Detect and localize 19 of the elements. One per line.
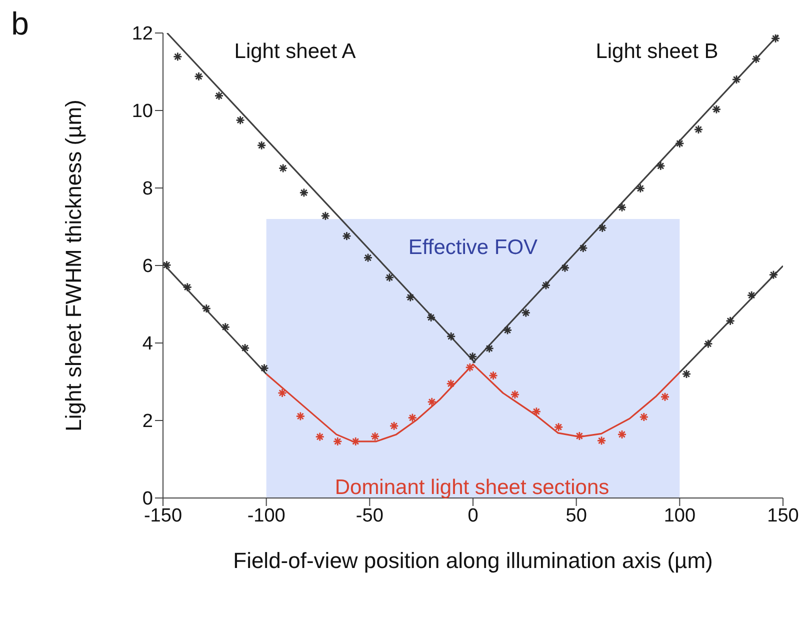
y-tick-label: 6 bbox=[142, 256, 153, 278]
annotation: Light sheet B bbox=[596, 40, 718, 64]
x-tick-label: -100 bbox=[247, 505, 286, 526]
x-tick-label: 50 bbox=[566, 505, 587, 526]
x-axis-title: Field-of-view position along illumination axis (µm) bbox=[233, 548, 713, 573]
x-tick-label: 0 bbox=[468, 505, 478, 526]
annotation: Dominant light sheet sections bbox=[334, 476, 610, 500]
y-tick-label: 12 bbox=[132, 24, 153, 45]
y-tick-label: 8 bbox=[142, 178, 153, 200]
y-tick-label: 2 bbox=[142, 411, 153, 432]
band-label: Effective FOV bbox=[408, 236, 538, 259]
y-axis-title: Light sheet FWHM thickness (µm) bbox=[60, 100, 86, 432]
y-tick-label: 10 bbox=[132, 101, 153, 122]
x-tick-label: 100 bbox=[664, 505, 696, 526]
annotation: Light sheet A bbox=[234, 40, 356, 64]
x-tick-label: 150 bbox=[767, 505, 799, 526]
text: b bbox=[11, 6, 29, 42]
x-tick-label: -50 bbox=[356, 505, 384, 526]
y-tick-label: 4 bbox=[142, 334, 154, 355]
